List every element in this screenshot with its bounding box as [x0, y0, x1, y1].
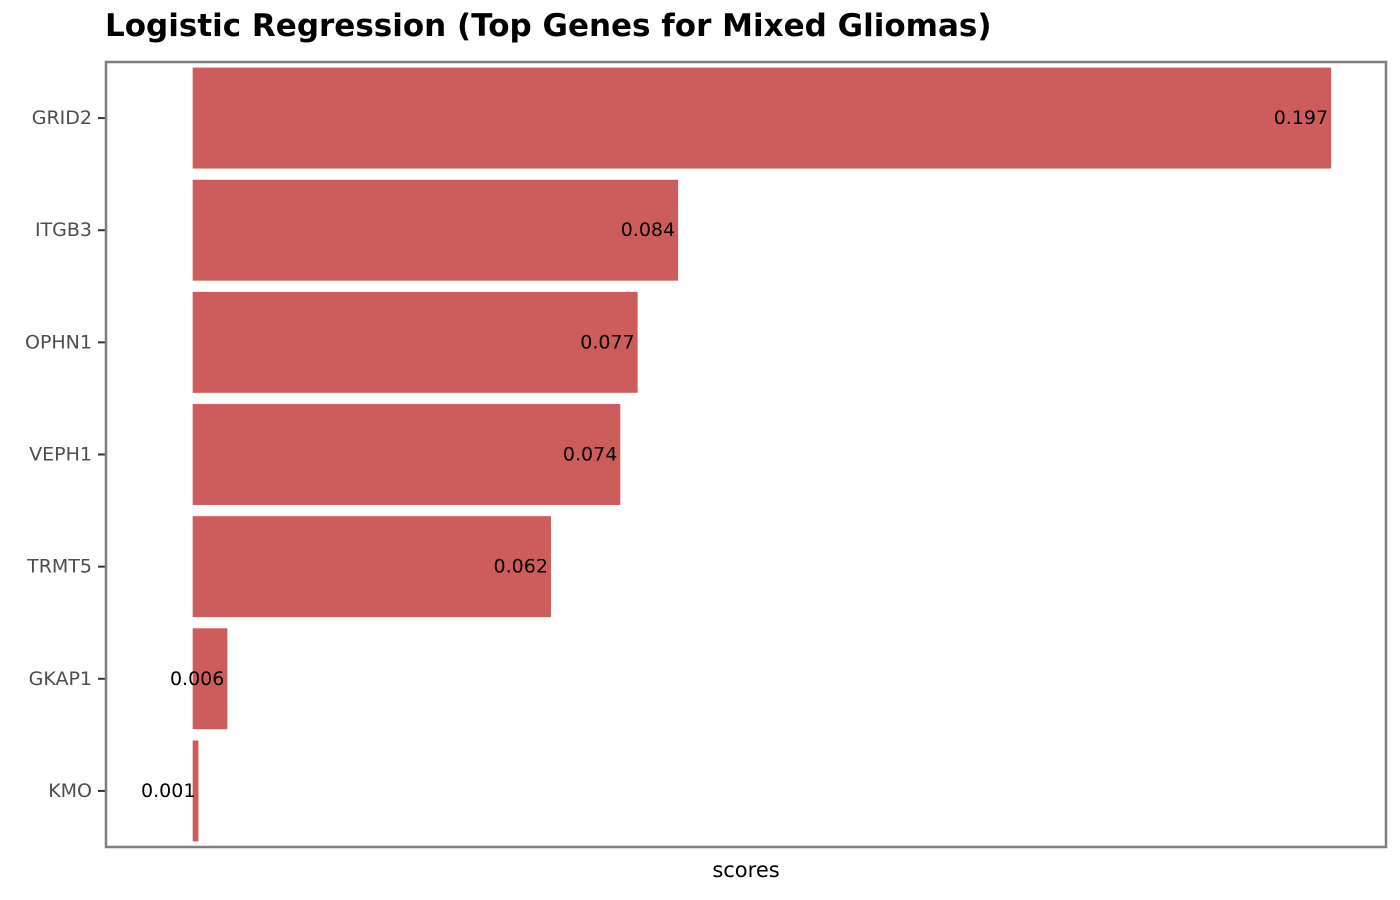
chart-title: Logistic Regression (Top Genes for Mixed…	[105, 8, 992, 44]
bar-grid2	[192, 67, 1332, 169]
bar-trmt5	[192, 516, 551, 618]
data-label: 0.074	[563, 444, 617, 466]
bar-veph1	[192, 404, 621, 505]
bar-ophn1	[192, 291, 638, 393]
bar-kmo	[192, 740, 199, 842]
data-label: 0.197	[1274, 107, 1328, 129]
y-axis: GRID2 ITGB3 OPHN1 VEPH1 TRMT5 GKAP1 KMO	[25, 107, 105, 802]
bars-layer	[192, 67, 1332, 842]
y-tick-label: GRID2	[32, 107, 92, 129]
data-label: 0.001	[141, 780, 195, 802]
y-tick-label: OPHN1	[25, 331, 92, 353]
bar-gkap1	[192, 628, 228, 730]
y-tick-label: VEPH1	[29, 444, 92, 466]
data-label: 0.077	[580, 331, 634, 353]
y-tick-label: ITGB3	[35, 219, 92, 241]
panel-border	[104, 60, 1388, 849]
bar-itgb3	[192, 179, 679, 281]
y-tick-label: GKAP1	[29, 668, 92, 690]
data-label: 0.062	[494, 556, 548, 578]
x-axis-label: scores	[712, 858, 780, 882]
value-labels: 0.197 0.084 0.077 0.074 0.062 0.006 0.001	[141, 107, 1328, 802]
data-label: 0.084	[621, 219, 675, 241]
data-label: 0.006	[170, 668, 224, 690]
y-tick-label: KMO	[48, 780, 92, 802]
y-tick-label: TRMT5	[26, 556, 92, 578]
